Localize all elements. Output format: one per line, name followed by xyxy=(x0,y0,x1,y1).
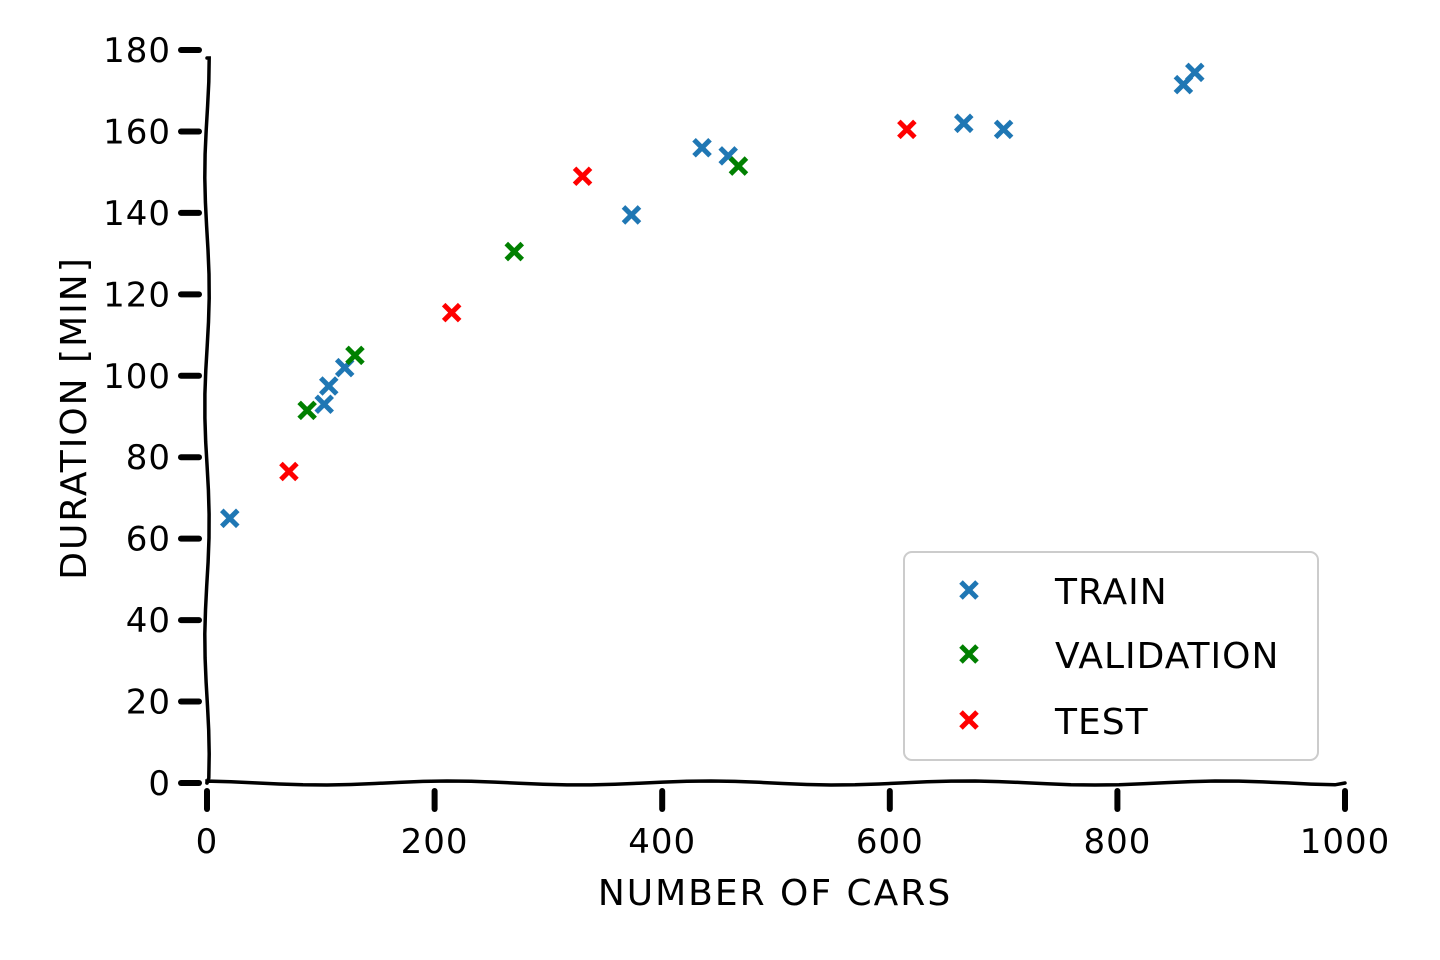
data-point-train xyxy=(621,205,642,225)
data-point-test xyxy=(572,166,593,187)
x-tick-label: 800 xyxy=(1083,822,1151,862)
legend-label-train: Train xyxy=(1054,572,1168,613)
data-point-train xyxy=(318,376,339,396)
y-tick-label: 180 xyxy=(103,31,171,71)
axes xyxy=(203,56,1347,787)
data-point-train xyxy=(314,394,334,415)
legend-marker-validation xyxy=(959,644,979,664)
y-tick-label: 20 xyxy=(126,683,171,723)
x-tick-label: 600 xyxy=(856,822,924,862)
data-points xyxy=(219,62,1205,529)
y-tick-label: 160 xyxy=(103,112,171,152)
x-tick-label: 200 xyxy=(401,822,469,862)
y-tick-label: 40 xyxy=(126,601,171,641)
y-tick-label: 100 xyxy=(103,357,171,397)
data-point-test xyxy=(279,461,299,482)
data-point-train xyxy=(954,113,974,134)
y-axis-ticks: 0 20 40 60 80 100 120 140 160 180 xyxy=(103,31,202,804)
data-point-train xyxy=(692,137,712,158)
y-tick-label: 140 xyxy=(103,194,171,234)
data-point-train xyxy=(993,119,1014,140)
legend-label-test: Test xyxy=(1054,702,1149,743)
data-point-test xyxy=(441,302,462,323)
y-tick-label: 60 xyxy=(126,520,171,560)
data-point-train xyxy=(219,508,240,529)
x-axis-ticks: 0 200 400 600 800 1000 xyxy=(196,788,1391,862)
legend-box xyxy=(903,551,1319,761)
data-point-train xyxy=(1185,62,1205,83)
legend-marker-train xyxy=(959,580,979,600)
x-axis-label: Number of cars xyxy=(598,873,952,914)
data-point-validation xyxy=(504,241,525,262)
x-tick-label: 1000 xyxy=(1300,822,1391,862)
data-point-validation xyxy=(728,156,749,176)
legend-label-validation: Validation xyxy=(1055,636,1279,677)
legend-marker-test xyxy=(959,710,979,730)
data-point-validation xyxy=(345,345,365,366)
y-tick-label: 120 xyxy=(103,275,171,315)
data-point-test xyxy=(897,119,917,140)
x-tick-label: 400 xyxy=(628,822,696,862)
x-axis-line xyxy=(205,779,1347,787)
x-tick-label: 0 xyxy=(196,822,219,862)
y-axis-label: Duration [min] xyxy=(54,256,95,579)
y-tick-label: 0 xyxy=(148,764,171,804)
y-tick-label: 80 xyxy=(126,438,171,478)
y-axis-line xyxy=(203,56,211,785)
data-point-validation xyxy=(297,400,317,421)
legend: Train Validation Test xyxy=(903,551,1319,761)
